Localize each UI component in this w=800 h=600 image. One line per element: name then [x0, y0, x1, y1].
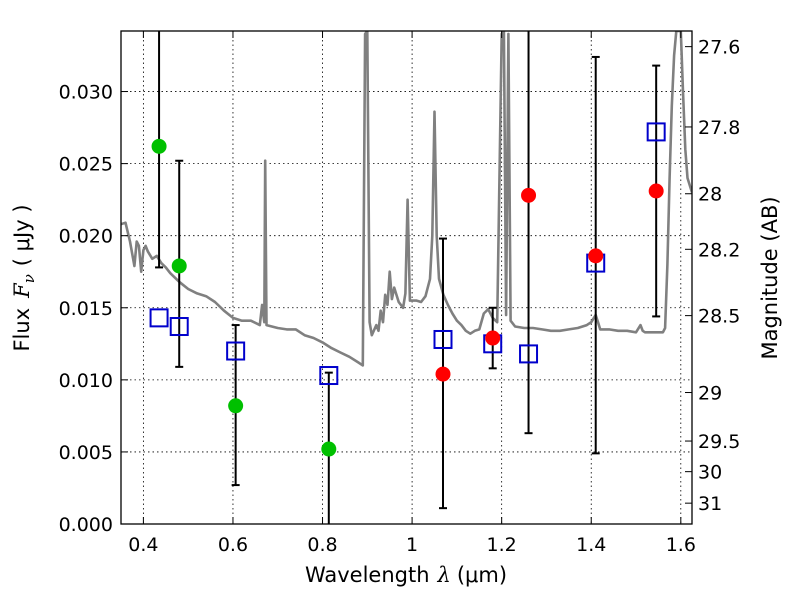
y-tick-label: 0.025 [59, 154, 113, 176]
x-tick-label: 1 [406, 534, 418, 556]
x-tick-label: 1.6 [666, 534, 696, 556]
grid [121, 31, 692, 525]
y2-tick-label: 31 [698, 493, 722, 515]
model-square-point [646, 122, 666, 142]
model-square-point [226, 341, 246, 361]
spectrum-line [121, 31, 692, 367]
red-data-point [648, 183, 664, 199]
model-square-point [433, 329, 453, 349]
model-square-point [319, 366, 339, 386]
model-square-point [149, 308, 169, 328]
model-square-point [169, 317, 189, 337]
x-tick-label: 0.6 [218, 534, 248, 556]
red-data-point [588, 248, 604, 264]
red-data-point [435, 366, 451, 382]
y-tick-label: 0.015 [59, 298, 113, 320]
y2-tick-label: 27.8 [698, 117, 740, 139]
y2-tick-label: 30 [698, 462, 722, 484]
y-axis-label: FluxFν( μJy ) [10, 204, 38, 351]
y2-tick-label: 28.2 [698, 239, 740, 261]
y-tick-label: 0.000 [59, 514, 113, 536]
spectrum-layer [121, 31, 692, 367]
error-bar-layer [155, 31, 661, 524]
y-tick-label: 0.020 [59, 226, 113, 248]
x-tick-label: 1.2 [487, 534, 517, 556]
x-tick-label: 0.4 [128, 534, 158, 556]
y-tick-label: 0.030 [59, 82, 113, 104]
red-data-point [521, 187, 537, 203]
green-data-point [171, 258, 187, 274]
x-tick-label: 0.8 [307, 534, 337, 556]
green-data-point [151, 138, 167, 154]
y2-tick-label: 28 [698, 184, 722, 206]
y-tick-label: 0.010 [59, 370, 113, 392]
x-axis: 0.4 0.6 0.8 1 1.2 1.4 1.6 [128, 31, 696, 556]
y2-tick-label: 28.5 [698, 306, 740, 328]
x-axis-label: Wavelength λ (μm) [305, 563, 507, 587]
y2-tick-label: 29 [698, 383, 722, 405]
y2-tick-label: 29.5 [698, 431, 740, 453]
marker-layer [149, 122, 666, 457]
y-axis: 0.000 0.005 0.010 0.015 0.020 0.025 0.030 [59, 82, 128, 536]
green-data-point [321, 441, 337, 457]
plot-frame [120, 30, 693, 525]
x-tick-label: 1.4 [576, 534, 606, 556]
y-tick-label: 0.005 [59, 442, 113, 464]
red-data-point [485, 330, 501, 346]
y2-tick-label: 27.6 [698, 37, 740, 59]
y2-axis: 27.6 27.8 28 28.2 28.5 29 29.5 30 31 [685, 37, 740, 515]
green-data-point [228, 398, 244, 414]
y2-axis-label: Magnitude (AB) [758, 196, 782, 359]
model-square-point [519, 344, 539, 364]
